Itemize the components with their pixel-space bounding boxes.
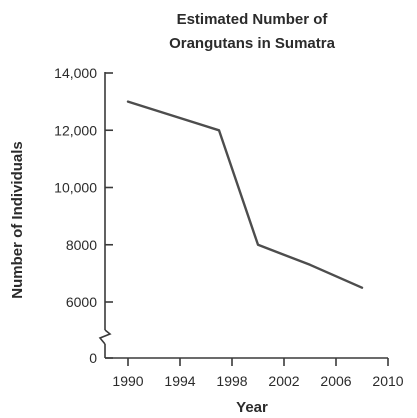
- x-tick-label: 1990: [112, 373, 143, 389]
- y-tick-label: 0: [89, 350, 97, 366]
- y-axis-ticks: 0 6000 8000 10,000 12,000 14,000: [54, 65, 113, 366]
- x-tick-label: 1994: [164, 373, 195, 389]
- y-tick-label: 6000: [66, 294, 97, 310]
- x-tick-label: 2006: [320, 373, 351, 389]
- x-axis-ticks: 1990 1994 1998 2002 2006 2010: [112, 358, 404, 389]
- chart-title-line-2: Orangutans in Sumatra: [169, 35, 336, 52]
- x-tick-label: 2010: [372, 373, 403, 389]
- y-axis-break-mark: [98, 329, 112, 345]
- chart-title-line-1: Estimated Number of: [177, 11, 329, 28]
- y-tick-label: 8000: [66, 237, 97, 253]
- y-tick-label: 12,000: [54, 122, 97, 138]
- y-axis-label: Number of Individuals: [9, 141, 26, 299]
- x-tick-label: 2002: [268, 373, 299, 389]
- y-tick-label: 10,000: [54, 180, 97, 196]
- series-line: [126, 100, 364, 289]
- x-axis-label: Year: [236, 399, 268, 416]
- series-points: [128, 102, 362, 288]
- x-tick-label: 1998: [216, 373, 247, 389]
- y-tick-label: 14,000: [54, 65, 97, 81]
